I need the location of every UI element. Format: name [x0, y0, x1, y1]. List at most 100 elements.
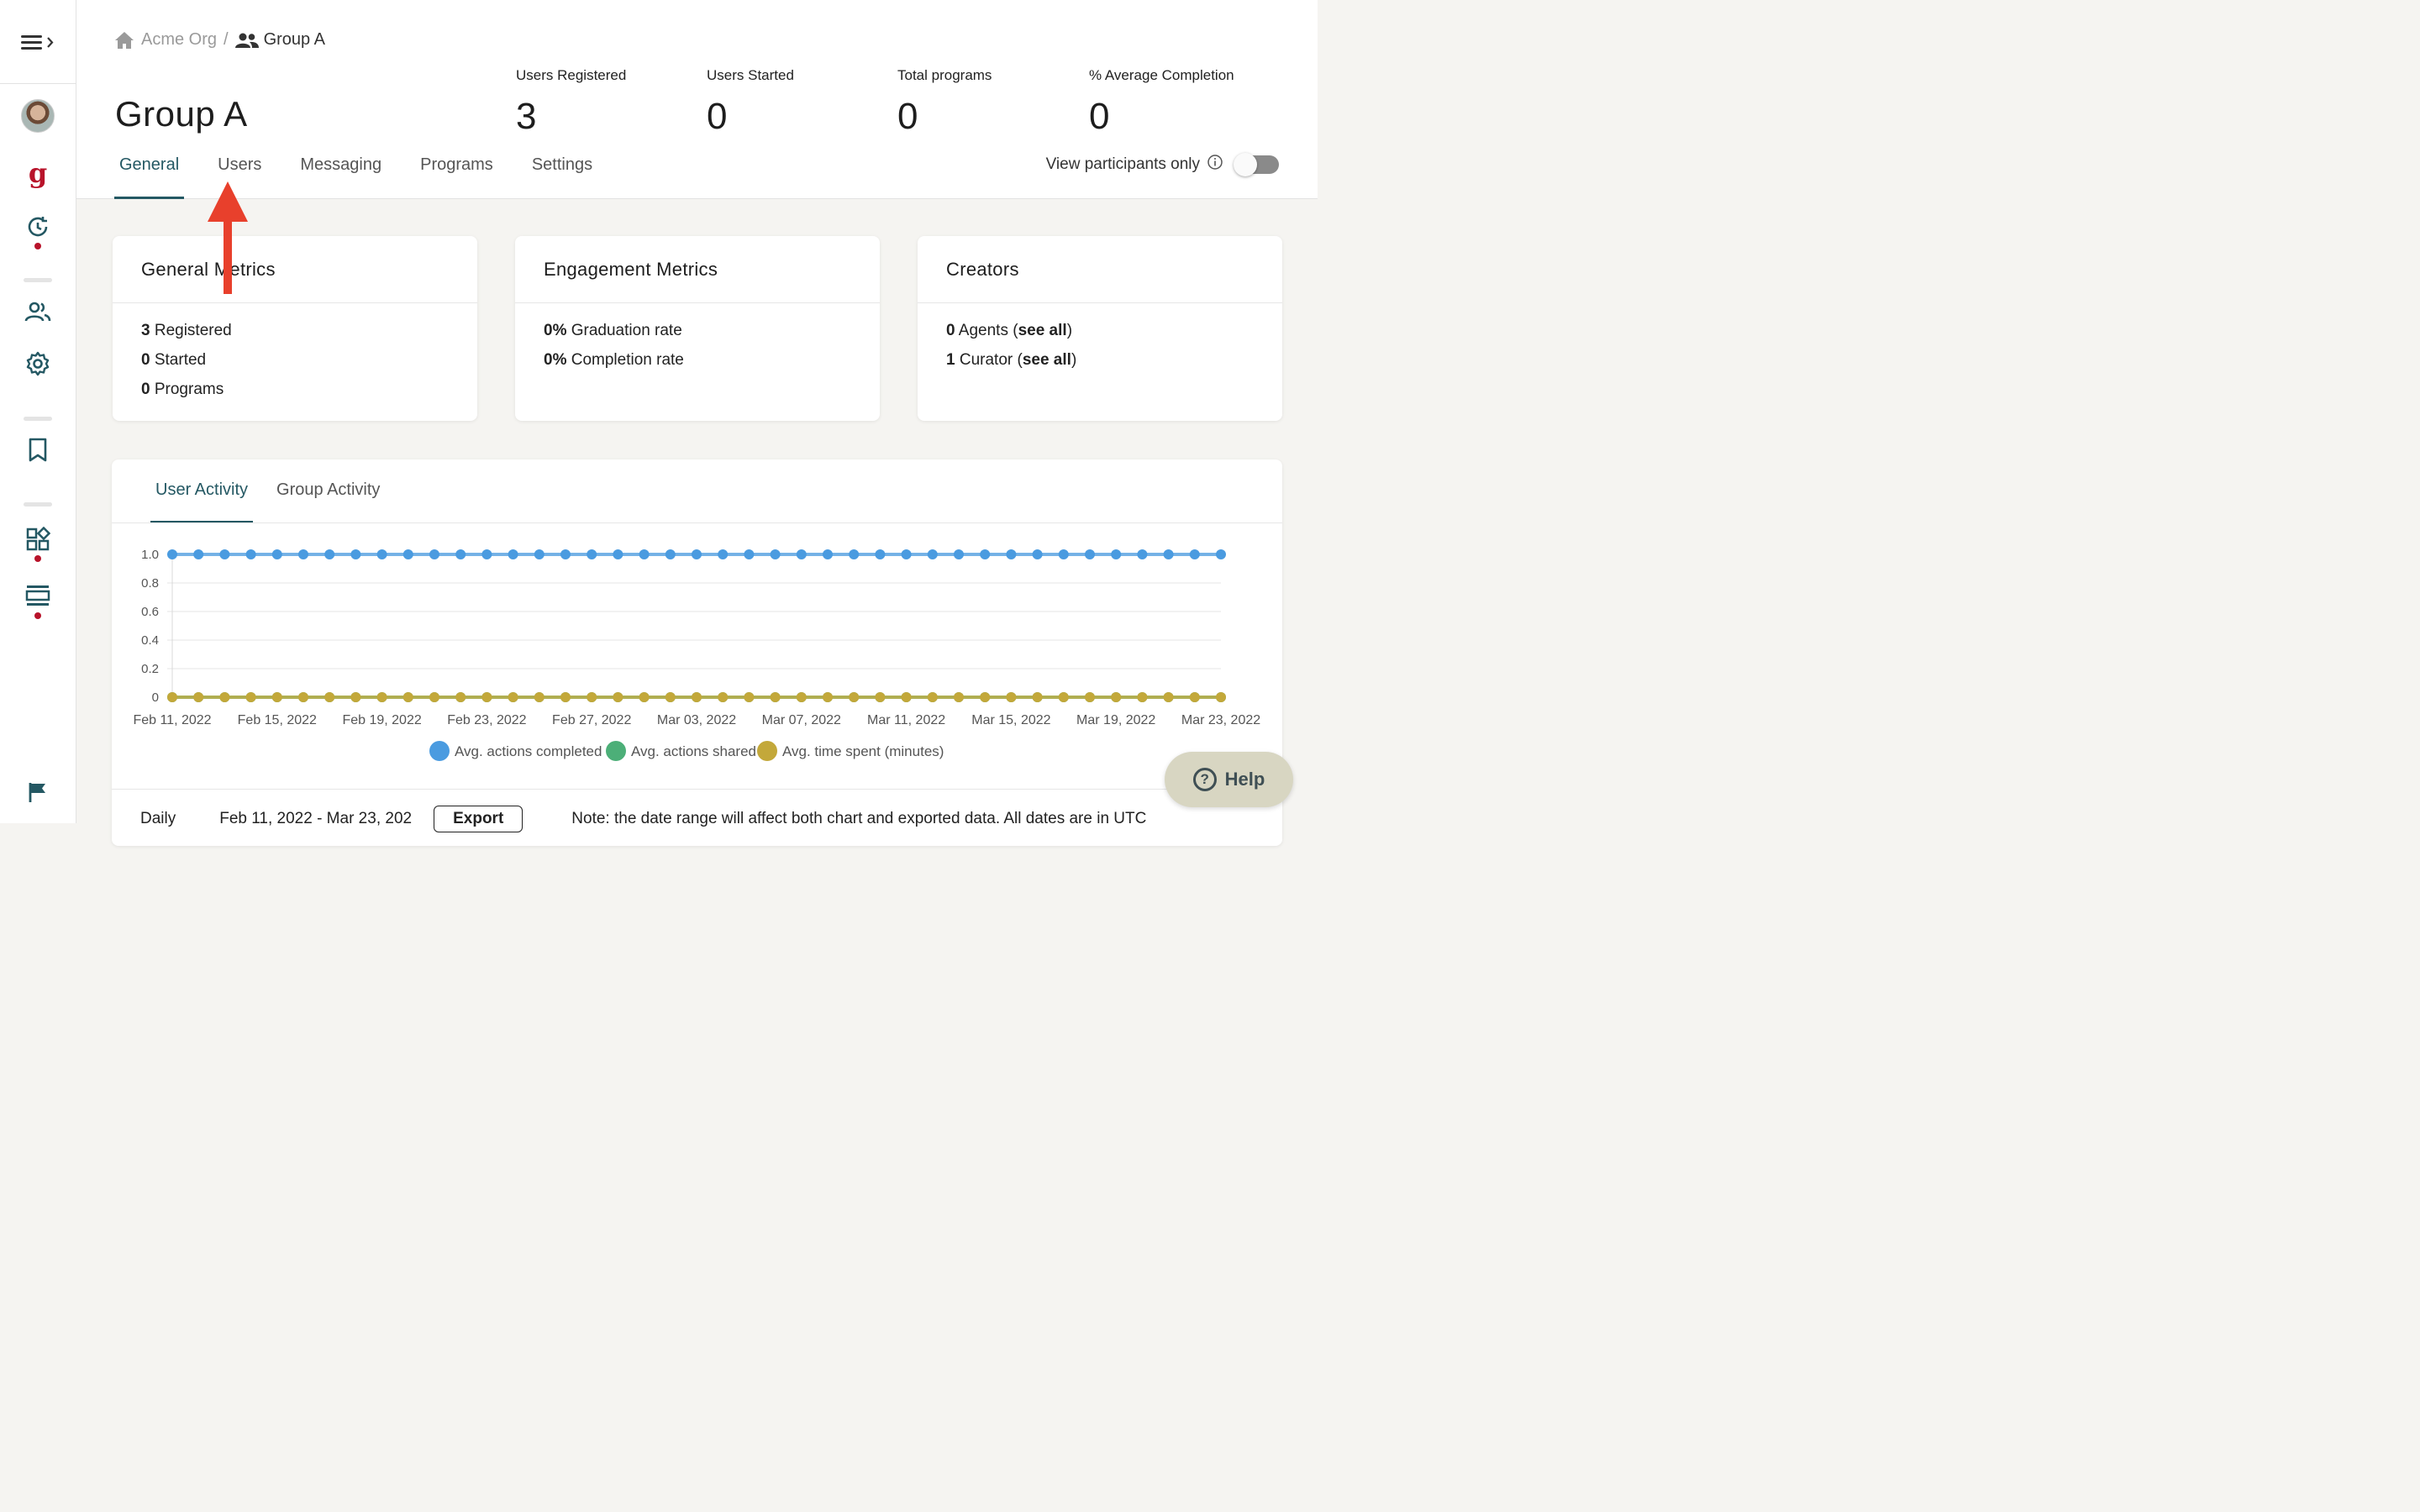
- brand-logo[interactable]: g: [0, 160, 76, 186]
- legend-label: Avg. time spent (minutes): [782, 743, 944, 759]
- data-point: [901, 692, 912, 702]
- sidebar-item-settings[interactable]: [0, 351, 76, 376]
- data-point: [167, 692, 177, 702]
- tab-user-activity[interactable]: User Activity: [150, 480, 254, 523]
- help-icon: ?: [1192, 768, 1217, 791]
- view-participants-label: View participants only: [1045, 155, 1200, 173]
- data-point: [744, 549, 755, 559]
- metric-value: 1: [946, 351, 955, 369]
- data-point: [193, 692, 204, 702]
- legend-marker: [606, 741, 626, 761]
- avatar-wrapper[interactable]: [0, 99, 76, 133]
- sidebar-item-users[interactable]: [0, 301, 76, 323]
- data-point: [927, 549, 938, 559]
- date-range-picker[interactable]: Feb 11, 2022 - Mar 23, 202: [219, 810, 413, 827]
- data-point: [692, 549, 702, 559]
- tab-programs[interactable]: Programs: [420, 155, 493, 174]
- data-point: [324, 692, 335, 702]
- metric-value: 0: [141, 351, 150, 369]
- tab-group-activity[interactable]: Group Activity: [276, 480, 381, 499]
- tab-settings[interactable]: Settings: [531, 155, 593, 174]
- stat-value: 0: [897, 96, 918, 137]
- sidebar-item-flag[interactable]: [0, 781, 76, 803]
- y-tick-label: 0: [152, 690, 159, 705]
- view-participants-toggle[interactable]: [1234, 153, 1279, 176]
- see-all-agents-link[interactable]: see all: [1018, 322, 1067, 339]
- view-agenda-icon: [25, 585, 50, 606]
- x-tick-label: Mar 11, 2022: [867, 713, 945, 727]
- help-button[interactable]: ? Help: [1165, 752, 1293, 807]
- data-point: [823, 549, 833, 559]
- data-point: [350, 692, 361, 702]
- sidebar: g: [0, 0, 76, 823]
- data-point: [823, 692, 833, 702]
- period-select[interactable]: Daily: [140, 810, 176, 827]
- creators-card: Creators 0 Agents (see all) 1 Curator (s…: [918, 236, 1282, 421]
- bookmark-icon: [29, 438, 47, 462]
- sidebar-item-activity[interactable]: [0, 214, 76, 249]
- metric-label: Curator (: [955, 351, 1023, 369]
- data-point: [901, 549, 912, 559]
- data-point: [298, 549, 308, 559]
- metric-line: 0 Programs: [141, 381, 449, 410]
- data-point: [481, 692, 492, 702]
- info-icon[interactable]: [1207, 154, 1223, 171]
- chart-controls: Daily Feb 11, 2022 - Mar 23, 202 Export …: [140, 806, 1146, 832]
- stat-total-programs: Total programs 0: [897, 67, 992, 138]
- brand-g-icon: g: [28, 157, 48, 189]
- card-title: Engagement Metrics: [515, 236, 880, 303]
- data-point: [508, 549, 518, 559]
- stat-average-completion: % Average Completion 0: [1089, 67, 1234, 138]
- x-tick-label: Feb 19, 2022: [342, 713, 421, 727]
- notification-dot: [34, 243, 41, 249]
- data-point: [1137, 692, 1148, 702]
- history-icon: [28, 217, 48, 237]
- data-point: [402, 549, 413, 559]
- x-tick-label: Feb 11, 2022: [133, 713, 211, 727]
- x-tick-label: Feb 15, 2022: [238, 713, 317, 727]
- gear-icon: [26, 351, 50, 376]
- annotation-arrow-head: [208, 181, 248, 222]
- x-tick-label: Mar 15, 2022: [971, 713, 1050, 727]
- stat-users-registered: Users Registered 3: [516, 67, 626, 138]
- x-tick-label: Mar 07, 2022: [762, 713, 841, 727]
- home-icon[interactable]: [114, 31, 134, 50]
- data-point: [954, 549, 964, 559]
- data-point: [1032, 692, 1043, 702]
- data-point: [219, 692, 230, 702]
- metric-label: Started: [150, 351, 207, 369]
- data-point: [376, 549, 387, 559]
- x-tick-label: Mar 19, 2022: [1076, 713, 1155, 727]
- y-tick-label: 0.2: [141, 662, 159, 676]
- breadcrumb-org-link[interactable]: Acme Org: [141, 30, 218, 49]
- data-point: [613, 549, 623, 559]
- sidebar-item-widgets[interactable]: [0, 527, 76, 562]
- data-point: [980, 549, 991, 559]
- metric-label: Graduation rate: [566, 322, 682, 339]
- tab-general[interactable]: General: [114, 154, 185, 199]
- data-point: [429, 549, 439, 559]
- menu-expand-icon[interactable]: [19, 32, 56, 52]
- data-point: [376, 692, 387, 702]
- tab-messaging[interactable]: Messaging: [300, 155, 382, 174]
- stat-label: Users Started: [707, 67, 794, 83]
- data-point: [692, 692, 702, 702]
- data-point: [639, 549, 650, 559]
- see-all-curators-link[interactable]: see all: [1022, 351, 1071, 369]
- tab-users[interactable]: Users: [218, 155, 262, 174]
- metric-line: 0 Started: [141, 351, 449, 381]
- data-point: [1058, 692, 1069, 702]
- general-metrics-card: General Metrics 3 Registered 0 Started 0…: [113, 236, 477, 421]
- export-button[interactable]: Export: [434, 806, 523, 832]
- metric-value: 3: [141, 322, 150, 339]
- paren-close: ): [1071, 351, 1077, 369]
- data-point: [718, 549, 729, 559]
- sidebar-item-bookmarks[interactable]: [0, 438, 76, 463]
- toggle-knob: [1234, 153, 1257, 176]
- data-point: [193, 549, 204, 559]
- data-point: [534, 692, 544, 702]
- avatar[interactable]: [21, 99, 55, 133]
- data-point: [1085, 549, 1095, 559]
- data-point: [350, 549, 361, 559]
- sidebar-item-content[interactable]: [0, 584, 76, 619]
